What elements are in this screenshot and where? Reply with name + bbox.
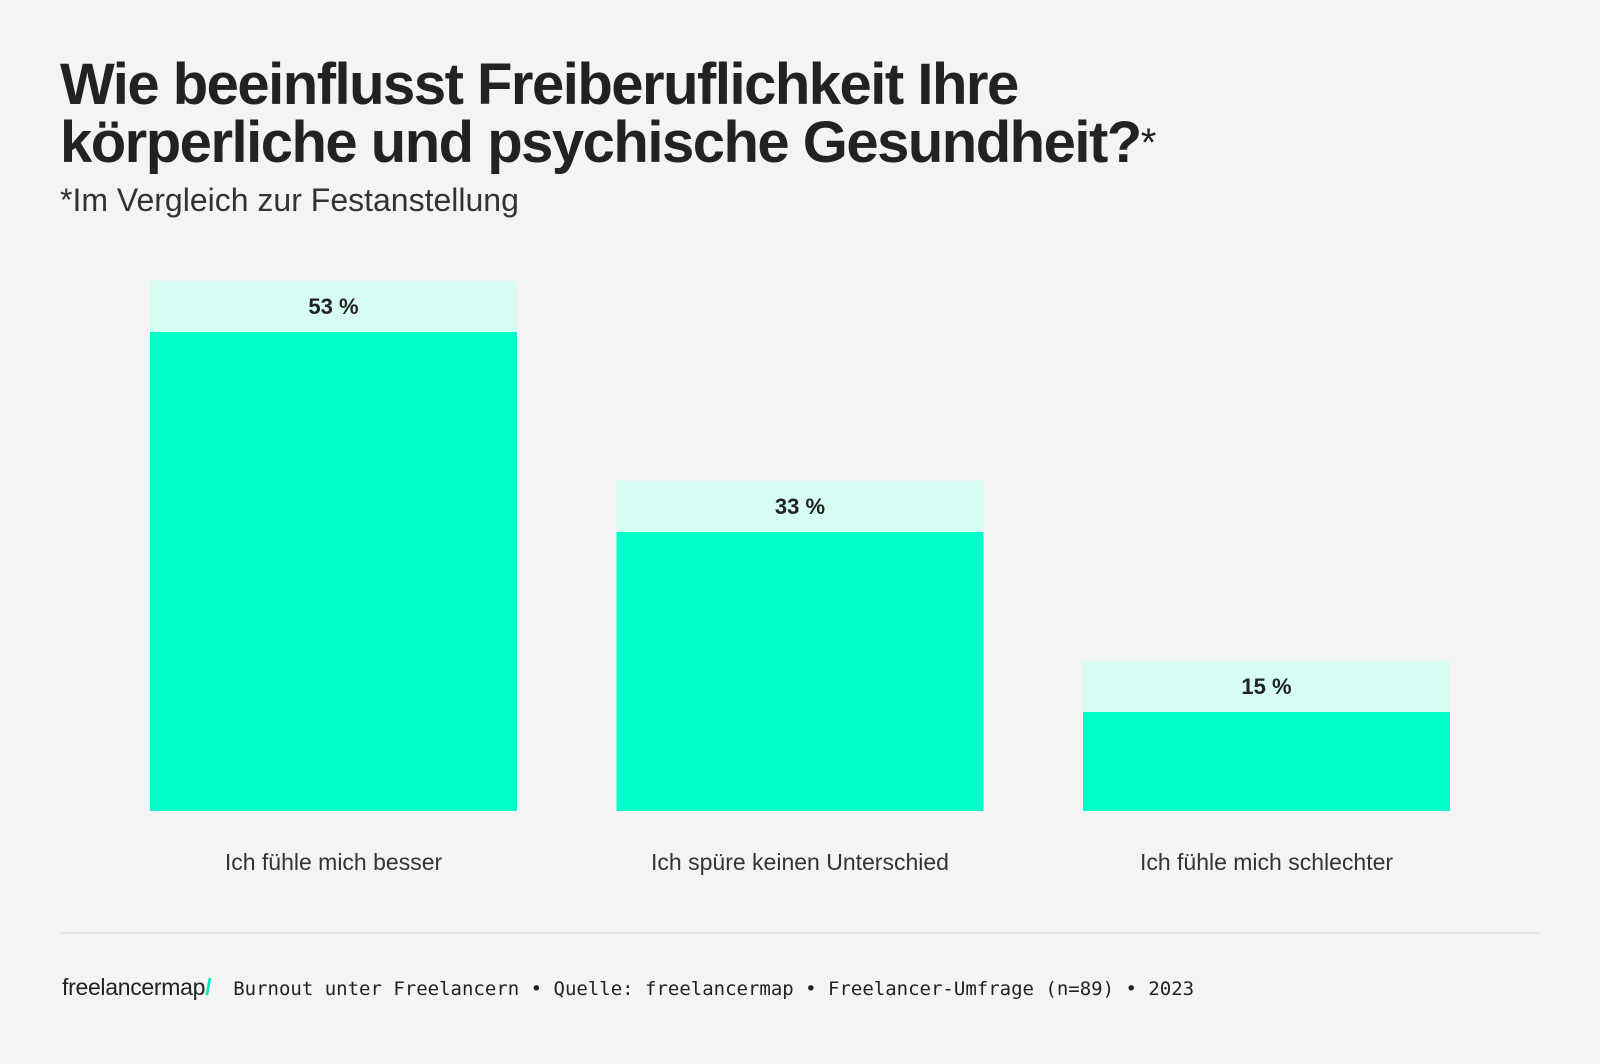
chart-subtitle: *Im Vergleich zur Festanstellung <box>60 182 519 218</box>
category-label: Ich fühle mich schlechter <box>1140 849 1393 875</box>
source-note: Burnout unter Freelancern • Quelle: free… <box>233 978 1195 1000</box>
bar-label-box <box>150 281 517 332</box>
title-line-1: Wie beeinflusst Freiberuflichkeit Ihre <box>60 52 1019 117</box>
footer: freelancermap/ Burnout unter Freelancern… <box>62 974 1194 1001</box>
freelancermap-logo: freelancermap/ <box>62 974 212 1001</box>
category-label: Ich fühle mich besser <box>225 849 443 875</box>
logo-slash: / <box>205 974 212 1000</box>
bar-chart: 53 % Ich fühle mich besser 33 % Ich spüre k… <box>150 281 1450 875</box>
chart-title: Wie beeinflusst Freiberuflichkeit Ihre k… <box>60 56 1156 172</box>
title-footnote-mark: * <box>1140 121 1157 165</box>
data-label: 33 % <box>775 494 825 519</box>
title-line-2-text: körperliche und psychische Gesundheit? <box>60 110 1142 175</box>
bar-label-box <box>616 481 984 532</box>
data-label: 53 % <box>308 294 358 319</box>
bar-label-box <box>1083 661 1450 712</box>
category-label: Ich spüre keinen Unterschied <box>651 849 949 875</box>
bar <box>616 532 984 811</box>
bar <box>1083 712 1450 811</box>
data-label: 15 % <box>1241 674 1291 699</box>
footer-divider <box>60 932 1540 934</box>
bar <box>150 332 517 811</box>
logo-text: freelancermap <box>62 974 206 1000</box>
title-line-2: körperliche und psychische Gesundheit?* <box>60 114 1156 172</box>
